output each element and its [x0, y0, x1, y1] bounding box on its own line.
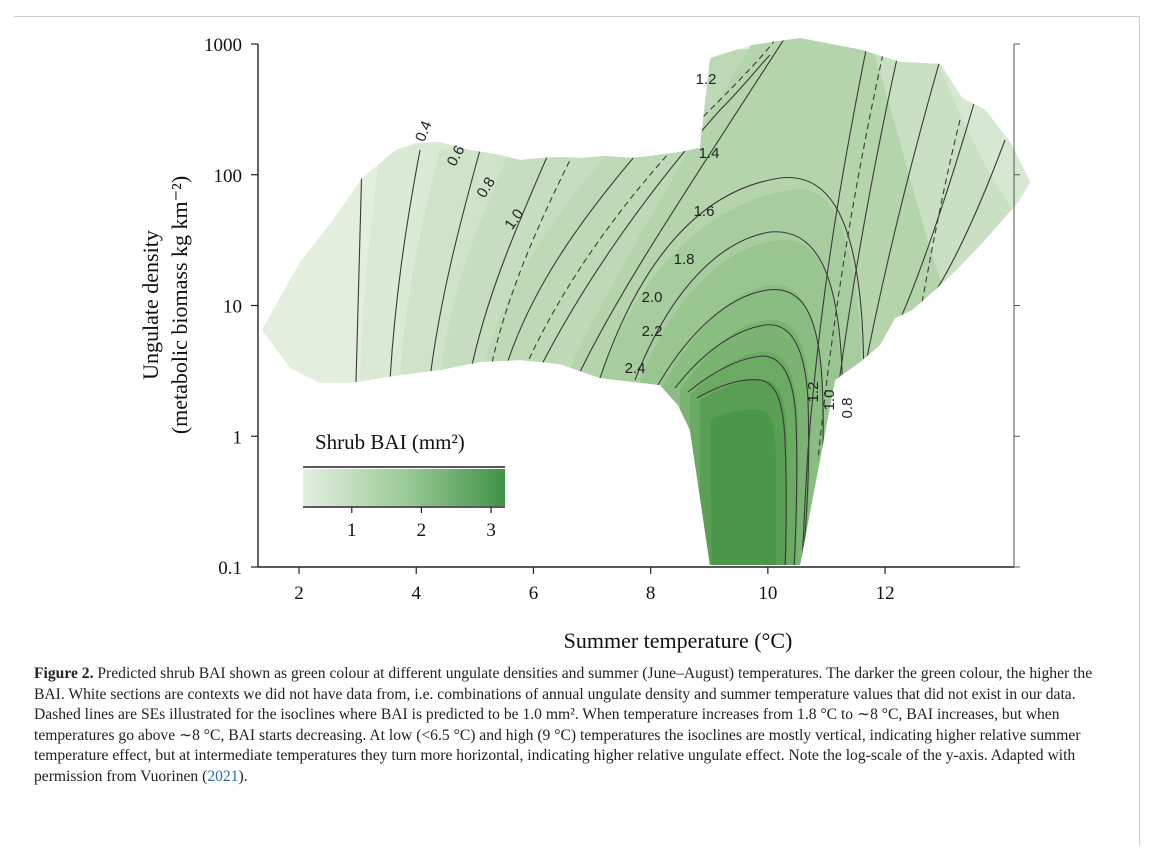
legend-tick-label-2: 2	[417, 520, 427, 541]
contour-label-4: 1.2	[696, 71, 717, 88]
isocline-0.6	[389, 149, 421, 381]
contour-label-7: 1.8	[674, 251, 695, 268]
isocline-2.0	[674, 324, 810, 565]
x-tick-label-4: 4	[411, 583, 421, 604]
isocline-0.8	[469, 149, 551, 376]
caption-label: Figure 2.	[34, 665, 94, 682]
y-tick-label-1: 1	[233, 427, 243, 448]
y-tick-label-1000: 1000	[204, 35, 242, 56]
caption-text: Predicted shrub BAI shown as green colou…	[34, 665, 1093, 785]
contour-label-5: 1.4	[699, 145, 720, 162]
x-tick-label-10: 10	[758, 583, 777, 604]
caption-end: ).	[238, 767, 248, 785]
isocline-se-4	[899, 119, 961, 421]
isocline-se-3	[817, 44, 886, 461]
x-tick-label-12: 12	[876, 583, 895, 604]
legend-title: Shrub BAI (mm²)	[315, 430, 465, 454]
caption-citation-link[interactable]: 2021	[207, 767, 239, 785]
isocline-0.4	[355, 159, 363, 383]
isocline-1.0	[504, 149, 641, 371]
x-axis-title: Summer temperature (°C)	[564, 628, 793, 653]
legend-tick-label-1: 1	[347, 520, 357, 541]
x-tick-label-8: 8	[646, 583, 656, 604]
y-tick-label-100: 100	[214, 166, 243, 187]
isocline-2.4	[696, 379, 787, 565]
contour-label-13: 0.8	[839, 398, 856, 419]
y-tick-label-0.1: 0.1	[218, 558, 242, 579]
contour-label-11: 1.2	[805, 382, 822, 403]
isocline-1.2	[539, 54, 771, 369]
isocline-se-2	[524, 39, 776, 369]
x-tick-label-6: 6	[529, 583, 539, 604]
contour-label-10: 2.4	[625, 360, 646, 377]
isocline-0.6b	[429, 149, 481, 379]
contour-label-9: 2.2	[642, 323, 663, 340]
isocline-se-1	[489, 149, 576, 373]
y-axis-title-line2: (metabolic biomass kg km⁻²)	[167, 176, 192, 434]
y-axis-title-line1: Ungulate density	[138, 230, 163, 380]
isocline-right-1.2	[801, 39, 869, 565]
legend-tick-label-3: 3	[486, 520, 496, 541]
contour-lines	[355, 38, 1006, 565]
isocline-2.2	[687, 355, 798, 565]
y-ticks: 0.1 1 10 100 1000	[204, 35, 1020, 579]
contour-label-8: 2.0	[642, 289, 663, 306]
legend-colorbar	[303, 469, 505, 506]
contour-label-0: 0.4	[412, 118, 436, 144]
contour-chart: 0.40.60.81.01.21.41.61.82.02.22.41.2 1.0 0…	[138, 35, 1030, 653]
x-tick-label-2: 2	[294, 583, 304, 604]
figure-caption: Figure 2. Predicted shrub BAI shown as g…	[34, 664, 1119, 788]
contour-label-6: 1.6	[694, 203, 715, 220]
figure-frame	[14, 16, 1140, 846]
contour-label-12: 1.0	[821, 390, 838, 411]
isocline-extra	[579, 38, 791, 373]
x-ticks: 2 4 6 8 10 12	[294, 567, 895, 604]
legend-ticks: 1 2 3	[347, 507, 496, 541]
colorbar-legend: Shrub BAI (mm²) 1 2 3	[303, 430, 505, 541]
y-tick-label-10: 10	[223, 297, 242, 318]
